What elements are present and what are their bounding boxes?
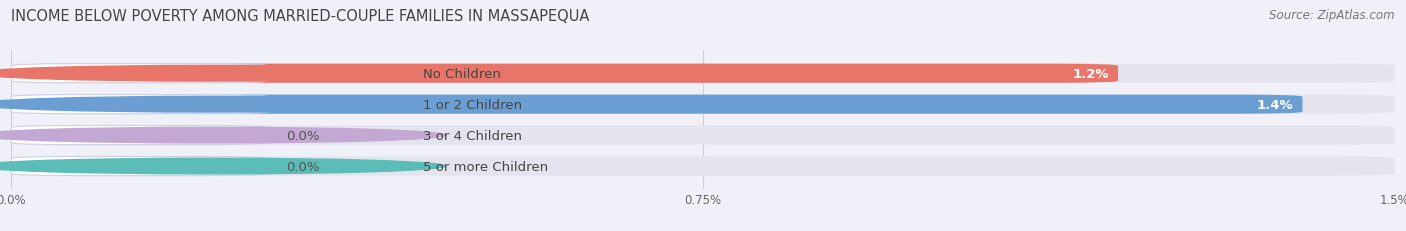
Text: 1 or 2 Children: 1 or 2 Children: [423, 98, 522, 111]
Text: 3 or 4 Children: 3 or 4 Children: [423, 129, 522, 142]
FancyBboxPatch shape: [11, 64, 1118, 83]
FancyBboxPatch shape: [11, 64, 1395, 83]
Text: 5 or more Children: 5 or more Children: [423, 160, 548, 173]
Text: 1.2%: 1.2%: [1073, 67, 1109, 80]
Circle shape: [0, 97, 444, 112]
FancyBboxPatch shape: [11, 95, 1302, 114]
FancyBboxPatch shape: [11, 157, 1395, 176]
Text: Source: ZipAtlas.com: Source: ZipAtlas.com: [1270, 9, 1395, 22]
FancyBboxPatch shape: [11, 157, 267, 176]
FancyBboxPatch shape: [11, 95, 267, 114]
Text: No Children: No Children: [423, 67, 501, 80]
Circle shape: [0, 66, 444, 82]
Circle shape: [0, 158, 444, 174]
Text: 1.4%: 1.4%: [1257, 98, 1294, 111]
Circle shape: [0, 128, 444, 143]
Text: 0.0%: 0.0%: [285, 129, 319, 142]
FancyBboxPatch shape: [11, 95, 1395, 114]
Text: INCOME BELOW POVERTY AMONG MARRIED-COUPLE FAMILIES IN MASSAPEQUA: INCOME BELOW POVERTY AMONG MARRIED-COUPL…: [11, 9, 589, 24]
FancyBboxPatch shape: [11, 126, 267, 145]
FancyBboxPatch shape: [11, 64, 267, 83]
Text: 0.0%: 0.0%: [285, 160, 319, 173]
FancyBboxPatch shape: [11, 126, 1395, 145]
